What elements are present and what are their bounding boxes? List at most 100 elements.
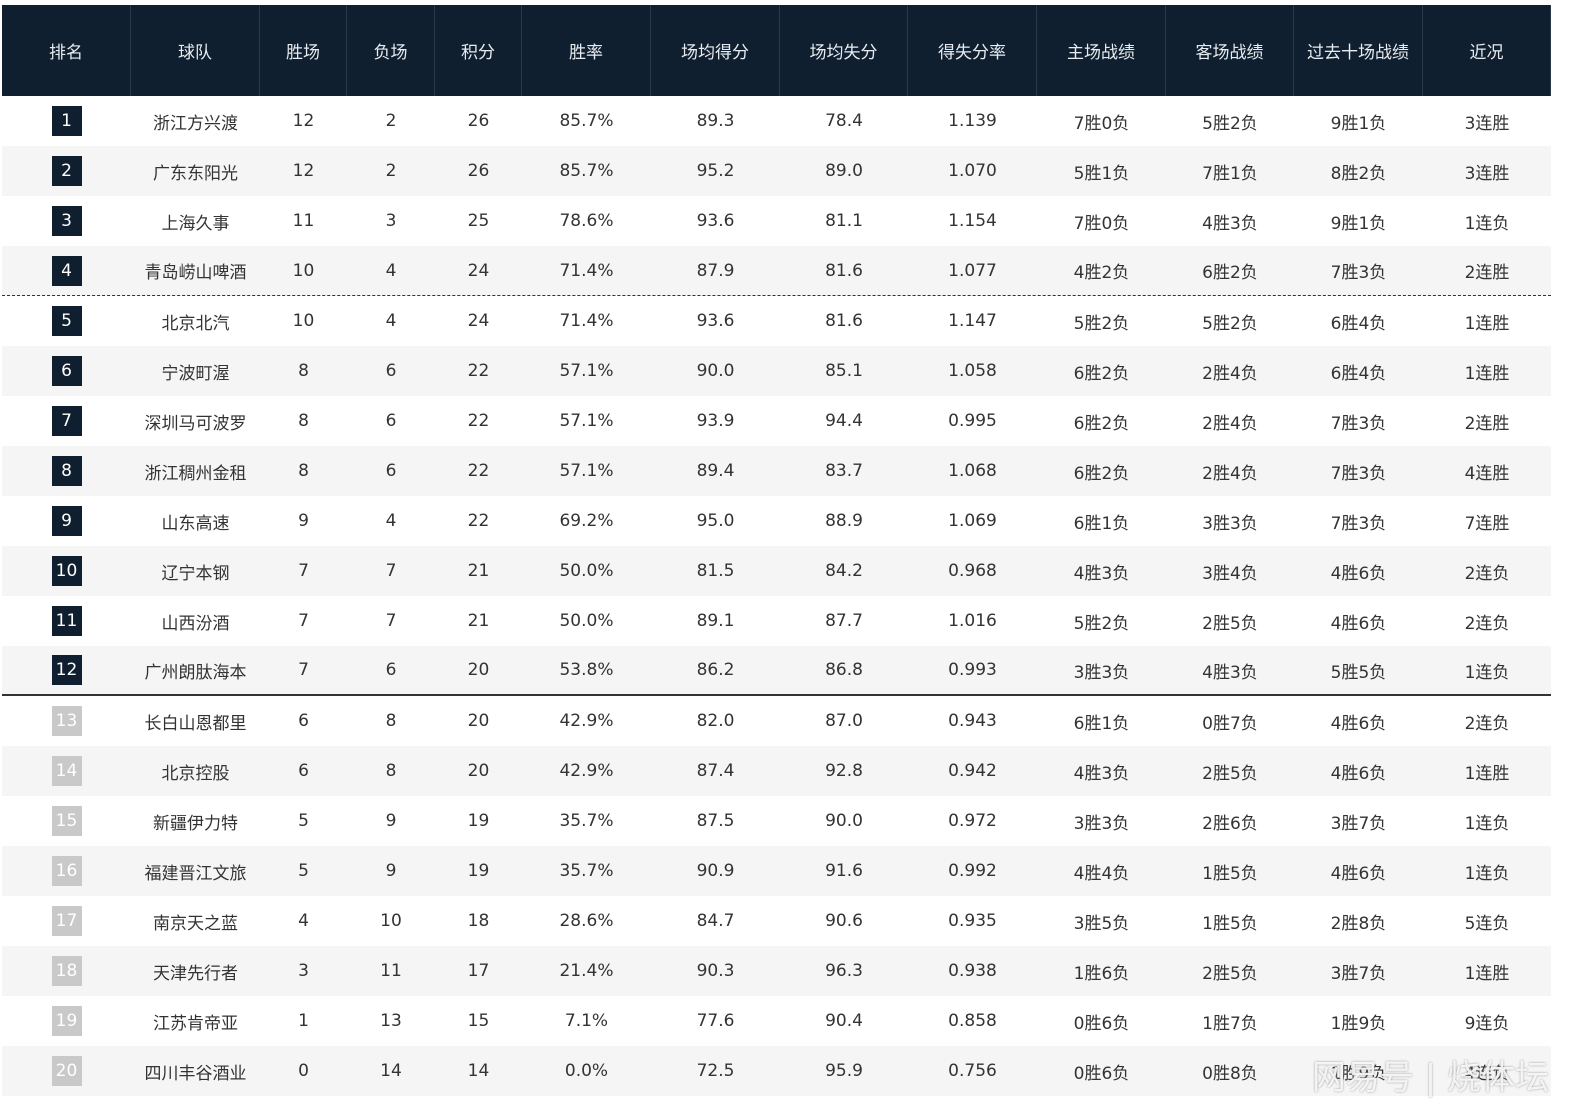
table-cell: 42.9%	[559, 761, 614, 781]
table-cell: 4胜4负	[1073, 863, 1130, 884]
table-cell: 7	[2, 396, 131, 446]
table-cell: 8	[385, 711, 397, 731]
table-cell: 90.6	[825, 911, 863, 931]
rank-badge: 6	[51, 356, 82, 386]
table-cell: 天津先行者	[153, 963, 238, 984]
standings-table: 排名 球队 胜场 负场 积分 胜率 场均得分 场均失分 得失分率 主场战绩 客场战绩 过去十场战绩 近况…	[2, 5, 1551, 1096]
header-cell: 球队	[131, 5, 260, 96]
table-cell: 20	[467, 761, 490, 781]
table-cell: 4	[385, 511, 397, 531]
table-cell: 1胜9负	[1330, 1063, 1387, 1084]
table-cell: 14	[2, 746, 131, 796]
table-cell: 6	[385, 660, 397, 680]
table-cell: 12	[292, 111, 315, 131]
table-cell: 青岛崂山啤酒	[144, 263, 247, 283]
table-cell: 6胜4负	[1330, 363, 1387, 384]
header-cell: 近况	[1423, 5, 1551, 96]
table-cell: 1连胜	[1464, 313, 1510, 334]
table-cell: 8	[298, 411, 309, 431]
table-cell: 0.992	[948, 861, 997, 881]
table-cell: 1连胜	[1464, 963, 1510, 984]
rank-badge: 8	[51, 456, 82, 486]
table-cell: 12	[292, 161, 315, 181]
table-cell: 96.3	[825, 961, 863, 981]
table-cell: 35.7%	[559, 861, 614, 881]
table-cell: 28.6%	[559, 911, 614, 931]
table-cell: 15	[2, 796, 131, 846]
table-cell: 19	[467, 861, 490, 881]
table-cell: 89.1	[696, 611, 735, 631]
table-cell: 5	[2, 296, 131, 346]
table-cell: 90.4	[825, 1011, 863, 1031]
table-cell: 4胜3负	[1073, 563, 1130, 584]
header-cell: 得失分率	[908, 5, 1037, 96]
table-row: 11 山西汾酒 7 7 21 50.0% 89.1 87.7 1.016 5胜2负 2胜5负 4胜6负…	[2, 596, 1551, 646]
table-cell: 50.0%	[559, 611, 614, 631]
rank-badge: 17	[51, 906, 82, 936]
table-cell: 7胜3负	[1330, 463, 1387, 484]
table-cell: 81.5	[696, 561, 735, 581]
table-cell: 3胜3负	[1073, 813, 1130, 834]
rank-badge: 1	[51, 106, 82, 136]
table-cell: 16	[2, 846, 131, 896]
table-cell: 4胜6负	[1330, 863, 1387, 884]
table-cell: 84.2	[825, 561, 863, 581]
table-cell: 0.993	[948, 660, 997, 680]
table-cell: 20	[2, 1046, 131, 1096]
table-row: 5 北京北汽 10 4 24 71.4% 93.6 81.6 1.147 5胜2负 5胜2负 6胜4负…	[2, 296, 1551, 346]
table-cell: 18	[2, 946, 131, 996]
table-cell: 11	[380, 961, 402, 981]
table-cell: 85.1	[825, 361, 863, 381]
table-cell: 3胜4负	[1202, 563, 1258, 584]
table-cell: 7连胜	[1464, 513, 1510, 534]
table-cell: 6	[385, 461, 397, 481]
rank-badge: 15	[51, 806, 82, 836]
table-cell: 87.7	[825, 611, 863, 631]
table-cell: 93.6	[696, 211, 735, 231]
table-cell: 3	[298, 961, 309, 981]
table-cell: 21.4%	[559, 961, 614, 981]
table-cell: 9	[298, 511, 309, 531]
table-cell: 11	[2, 596, 131, 646]
table-cell: 90.9	[696, 861, 735, 881]
table-cell: 6胜1负	[1073, 513, 1130, 534]
table-cell: 3	[385, 211, 397, 231]
table-cell: 5胜2负	[1202, 313, 1258, 334]
table-cell: 78.6%	[559, 211, 614, 231]
rank-badge: 20	[51, 1056, 82, 1086]
table-cell: 4	[385, 260, 397, 281]
table-cell: 2连胜	[1464, 413, 1510, 434]
table-cell: 69.2%	[559, 511, 614, 531]
table-cell: 86.2	[696, 660, 735, 680]
table-cell: 89.4	[696, 461, 735, 481]
rank-badge: 16	[51, 856, 82, 886]
table-cell: 85.7%	[559, 111, 614, 131]
table-cell: 1.016	[948, 611, 997, 631]
table-cell: 6	[385, 361, 397, 381]
rank-badge: 10	[51, 556, 82, 586]
table-cell: 1.077	[948, 260, 997, 281]
table-cell: 14	[380, 1061, 402, 1081]
table-cell: 1胜7负	[1202, 1013, 1258, 1034]
table-row: 15 新疆伊力特 5 9 19 35.7% 87.5 90.0 0.972 3胜3负 2胜6负 3胜7…	[2, 796, 1551, 846]
table-cell: 北京控股	[161, 763, 230, 784]
table-cell: 19	[2, 996, 131, 1046]
table-cell: 2连负	[1464, 713, 1510, 734]
table-cell: 5胜5负	[1330, 662, 1387, 683]
table-cell: 8胜2负	[1330, 163, 1387, 184]
table-row: 10 辽宁本钢 7 7 21 50.0% 81.5 84.2 0.968 4胜3负 3胜4负 4胜6负…	[2, 546, 1551, 596]
rank-badge: 2	[51, 156, 82, 186]
table-cell: 5胜1负	[1073, 163, 1130, 184]
table-cell: 6胜2负	[1202, 263, 1258, 283]
table-cell: 15	[467, 1011, 490, 1031]
table-cell: 93.9	[696, 411, 735, 431]
table-cell: 91.6	[825, 861, 863, 881]
rank-badge: 11	[51, 606, 82, 636]
table-cell: 2	[385, 111, 397, 131]
table-cell: 5	[298, 811, 309, 831]
table-cell: 2胜5负	[1202, 963, 1258, 984]
table-cell: 6胜2负	[1073, 463, 1130, 484]
table-cell: 25	[467, 211, 490, 231]
table-cell: 4连负	[1464, 1063, 1510, 1084]
